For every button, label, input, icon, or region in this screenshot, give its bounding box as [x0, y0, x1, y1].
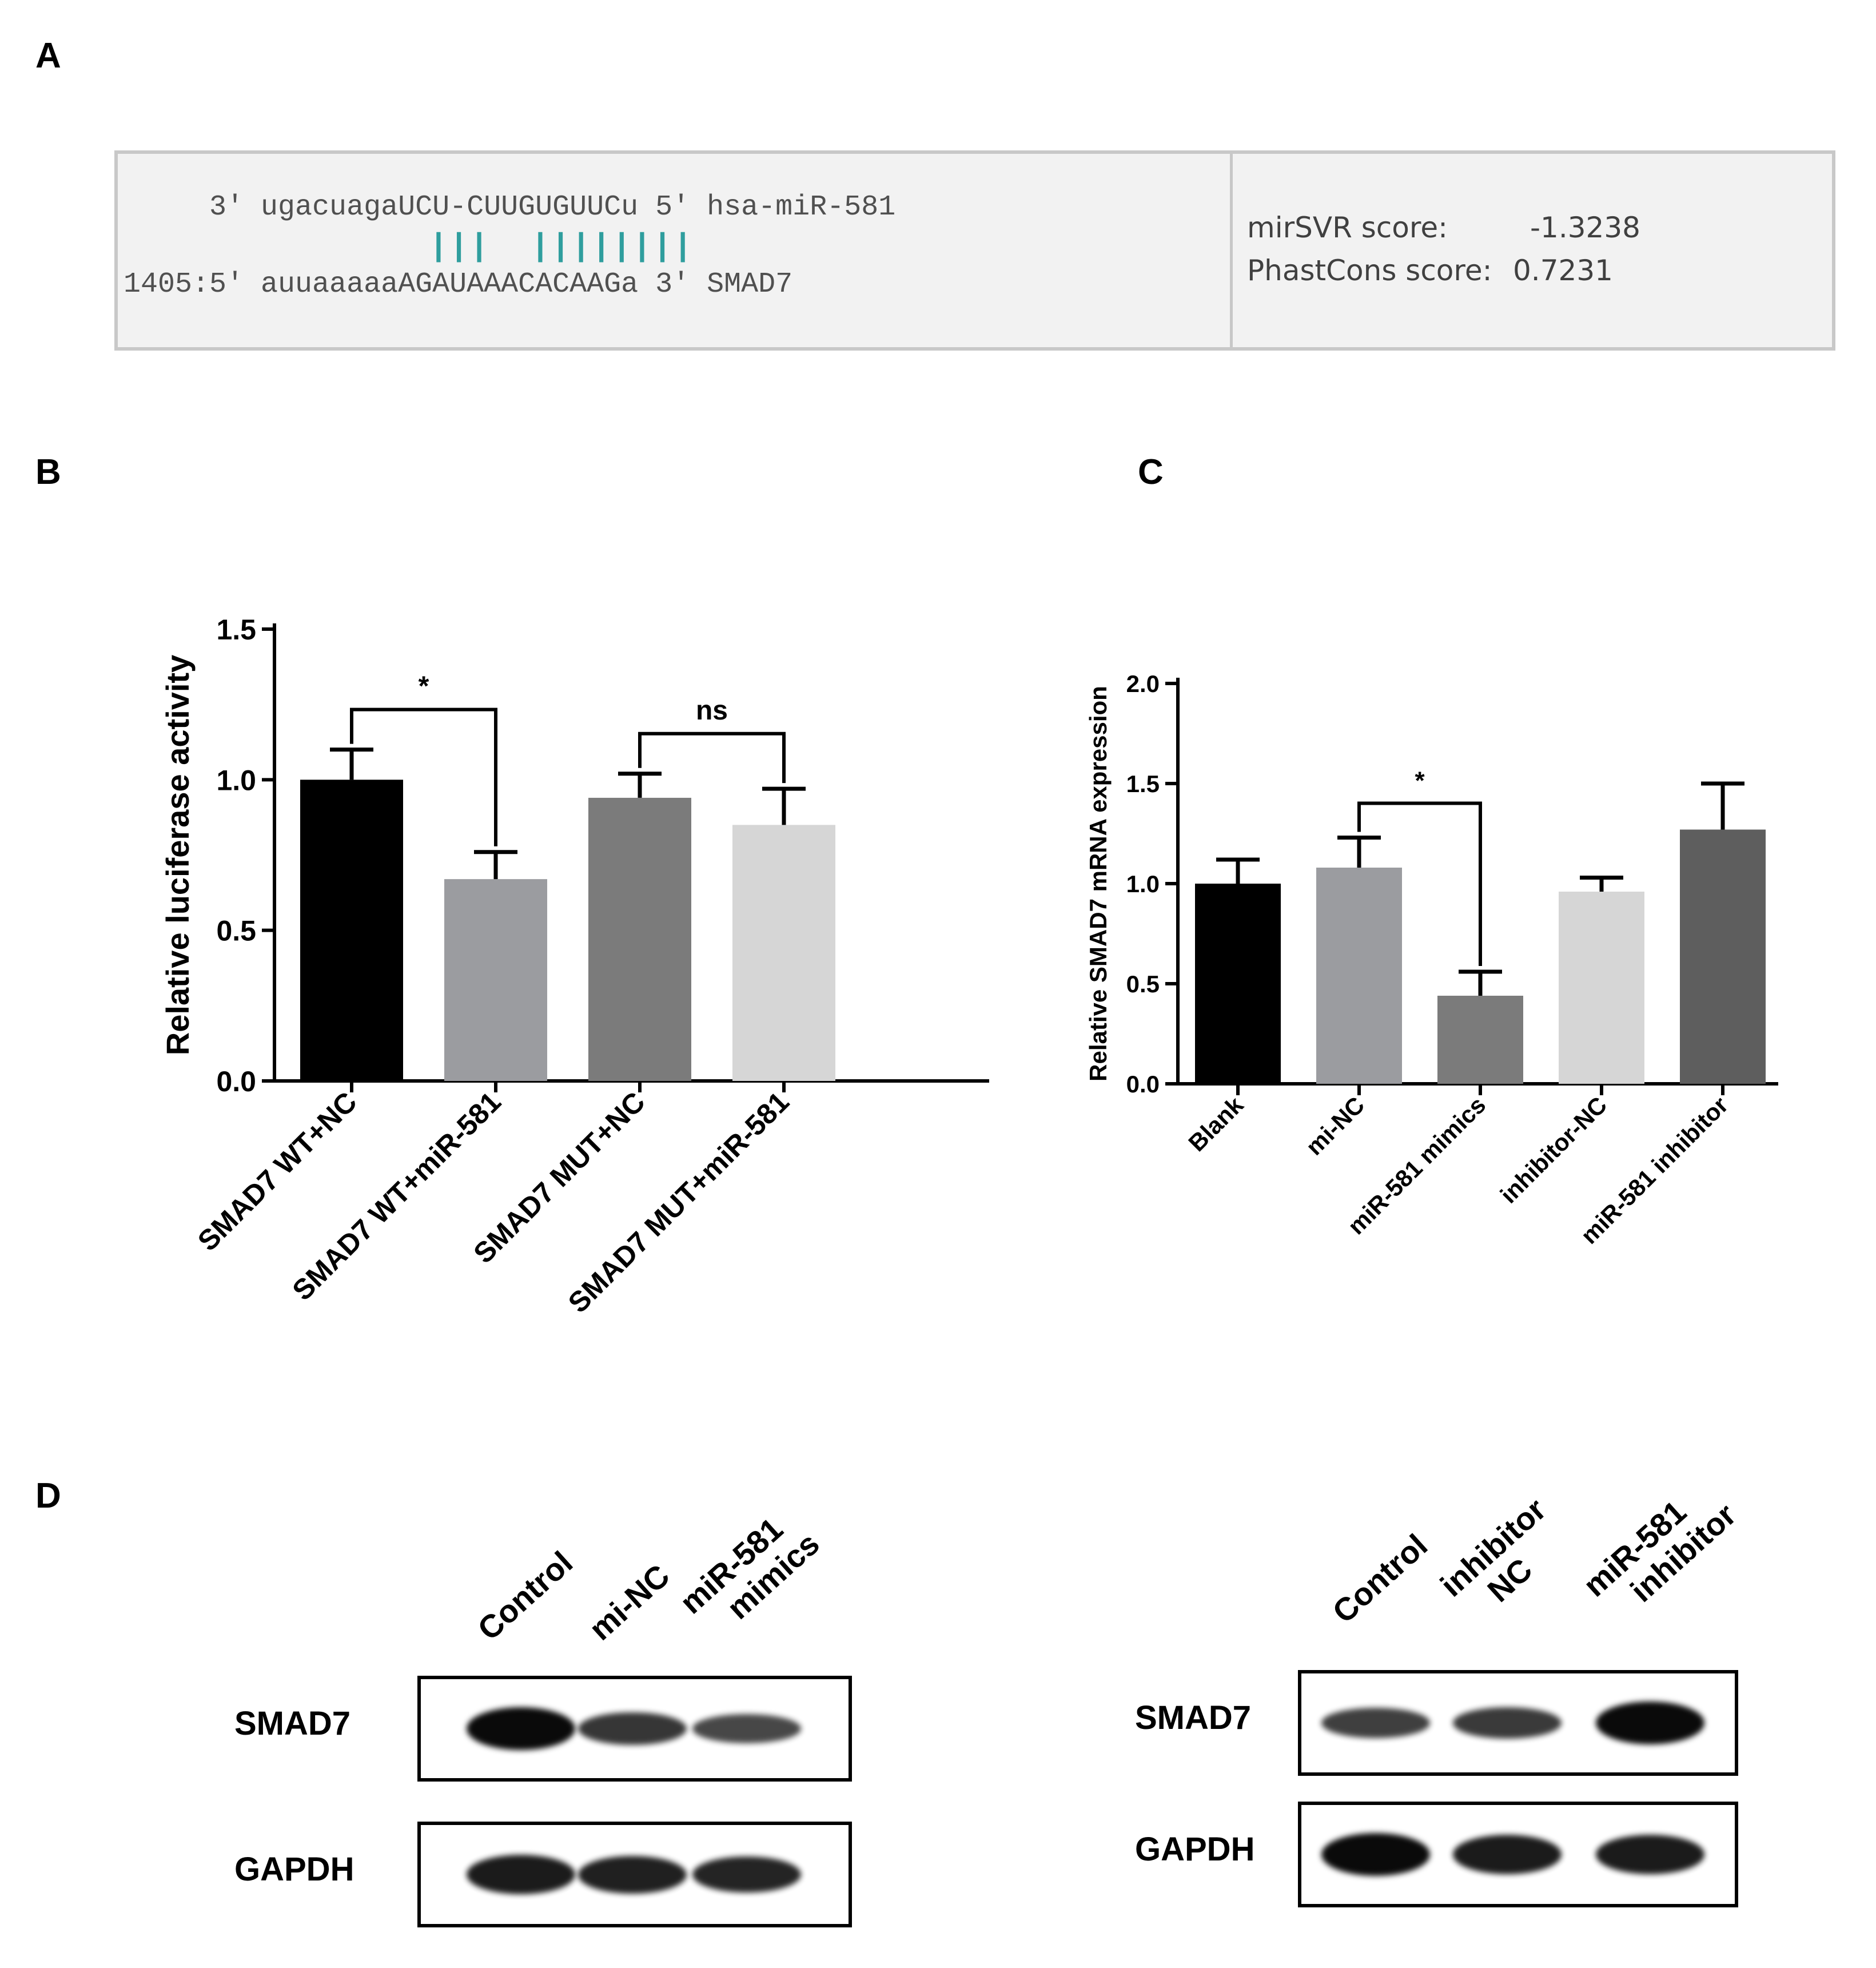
y-tick-label: 0.5 [1126, 971, 1160, 997]
protein-band [467, 1855, 575, 1894]
bar [1316, 868, 1402, 1084]
bar [1195, 884, 1281, 1084]
blot-row-label: GAPDH [234, 1851, 355, 1888]
significance-bracket [350, 707, 497, 846]
alignment-box: 3' ugacuagaUCU-CUUGUGUUCu 5' hsa-miR-581… [114, 150, 1835, 351]
blot-strip [1298, 1670, 1738, 1776]
blot-strip [417, 1822, 852, 1927]
protein-band [1321, 1833, 1430, 1876]
panel-letter-b: B [35, 452, 61, 492]
y-tick-label: 2.0 [1126, 670, 1160, 697]
lane-label-line: Control [1325, 1526, 1435, 1630]
y-axis-label: Relative luciferase activity [160, 655, 196, 1055]
smad7-mrna-bar-chart: 0.0 0.5 1.0 1.5 2.0 Relative SMAD7 mRNA expre… [1085, 670, 1778, 1249]
bar [1559, 892, 1644, 1084]
blot-strip [417, 1676, 852, 1782]
category-label: mi-NC [1301, 1091, 1370, 1160]
blot-row-label: GAPDH [1135, 1831, 1255, 1868]
protein-band [1596, 1835, 1704, 1874]
panel-letter-c: C [1138, 452, 1164, 492]
lane-label: mi-NC [582, 1557, 676, 1647]
lane-label: miR-581 inhibitor [1576, 1470, 1743, 1629]
panel-letter-a: A [35, 36, 61, 75]
lane-label: Control [471, 1544, 580, 1647]
protein-band [1453, 1707, 1562, 1739]
y-tick-label: 0.0 [216, 1065, 256, 1098]
bar [732, 825, 835, 1081]
category-label: SMAD7 WT+NC [192, 1086, 363, 1257]
blot-row-label: SMAD7 [234, 1705, 351, 1742]
target-sequence-line: 1405:5' auuaaaaaAGAUAAACACAAGa 3' SMAD7 [124, 268, 793, 301]
bar [588, 797, 691, 1081]
category-label: inhibitor-NC [1495, 1091, 1612, 1208]
y-tick-label: 1.0 [1126, 870, 1160, 897]
mirna-sequence-line: 3' ugacuagaUCU-CUUGUGUUCu 5' hsa-miR-581 [124, 191, 896, 224]
lane-label: miR-581 mimics [673, 1500, 826, 1647]
protein-band [692, 1856, 801, 1893]
significance-label: ns [696, 695, 728, 726]
luciferase-bar-chart: 0.0 0.5 1.0 1.5 Relative luciferase activity… [160, 614, 989, 1319]
significance-bracket [1357, 801, 1482, 966]
bar [1437, 996, 1523, 1084]
y-tick-label: 0.0 [1126, 1071, 1160, 1098]
y-tick-label: 1.5 [216, 614, 256, 646]
lane-label-line: mi-NC [582, 1557, 676, 1647]
bar [1680, 829, 1766, 1084]
protein-band [578, 1855, 687, 1894]
phastcons-score-value: 0.7231 [1513, 254, 1613, 287]
protein-band [692, 1714, 801, 1743]
phastcons-score-label: PhastCons score: [1247, 254, 1492, 287]
y-tick-label: 1.5 [1126, 770, 1160, 797]
category-label: Blank [1183, 1091, 1249, 1157]
protein-band [578, 1712, 687, 1745]
significance-bracket [638, 731, 786, 784]
y-tick-label: 1.0 [216, 764, 256, 796]
bar [300, 780, 403, 1081]
protein-band [1596, 1701, 1704, 1744]
alignment-divider [1230, 154, 1233, 347]
significance-label: * [1415, 767, 1425, 795]
protein-band [1321, 1708, 1430, 1738]
lane-label-line: Control [471, 1544, 580, 1647]
mirsvr-score-label: mirSVR score: [1247, 211, 1448, 244]
lane-label: Control [1325, 1526, 1435, 1630]
blot-strip [1298, 1802, 1738, 1907]
lane-label: inhibitor NC [1433, 1491, 1576, 1629]
y-axis-label: Relative SMAD7 mRNA expression [1085, 686, 1112, 1082]
base-pair-marks: ||| |||||||| [124, 228, 694, 265]
significance-label: * [419, 671, 429, 702]
protein-band [1453, 1835, 1562, 1874]
blot-row-label: SMAD7 [1135, 1699, 1252, 1736]
bar [444, 879, 547, 1081]
protein-band [467, 1707, 575, 1750]
panel-letter-d: D [35, 1476, 61, 1516]
mirsvr-score-value: -1.3238 [1530, 211, 1640, 244]
y-tick-label: 0.5 [216, 915, 256, 947]
